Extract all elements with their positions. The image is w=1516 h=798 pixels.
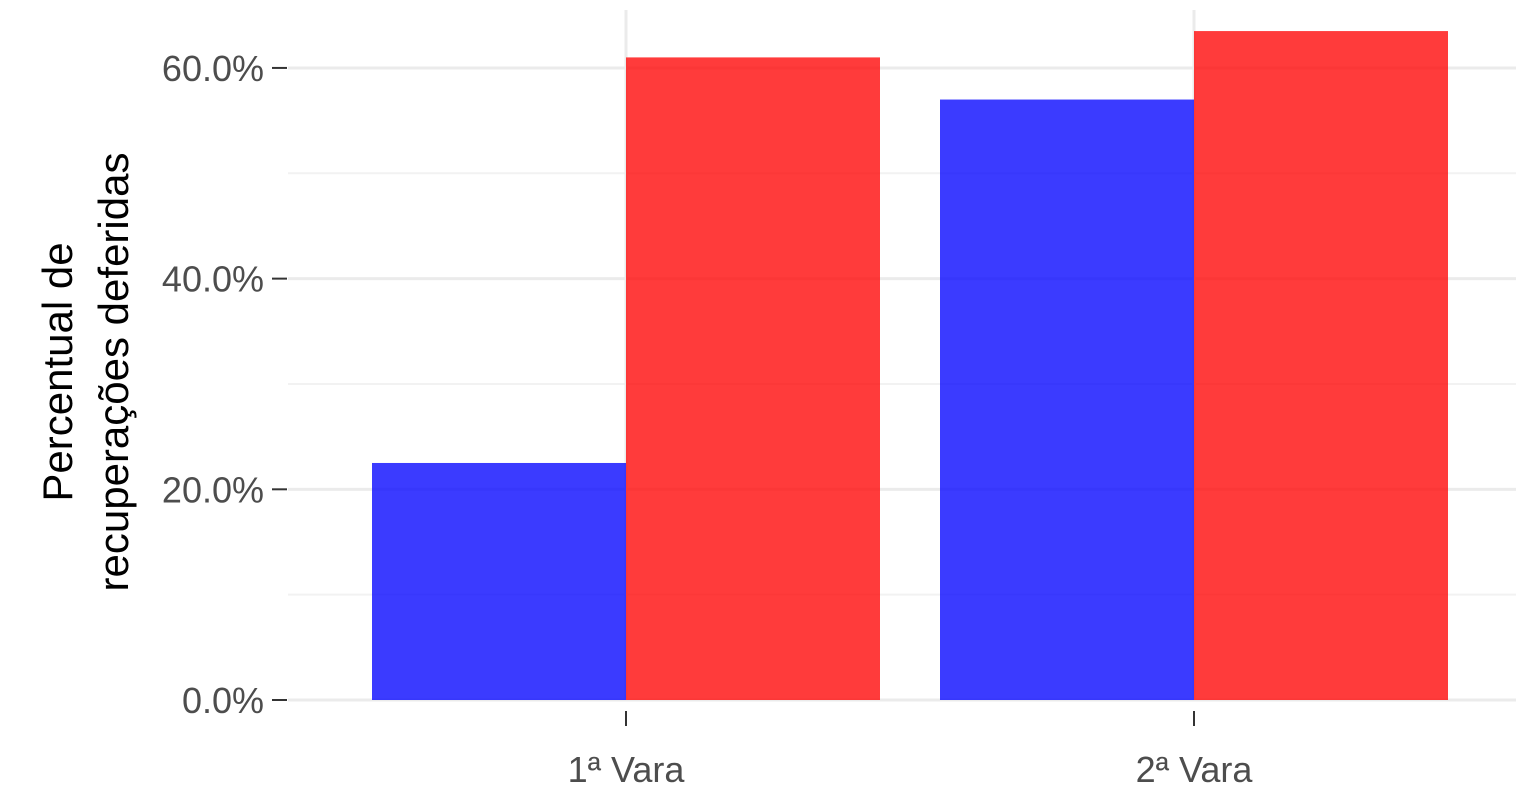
bars	[372, 31, 1448, 700]
y-tick-label: 0.0%	[182, 680, 264, 721]
y-axis-title-text: Percentual de recuperações deferidas	[34, 153, 137, 592]
y-tick-label: 40.0%	[162, 259, 264, 300]
y-axis-title: Percentual de recuperações deferidas	[34, 153, 137, 592]
bar-1-series-1	[372, 462, 626, 700]
axes: 0.0% 20.0% 40.0% 60.0% 1ª Vara 2ª Vara	[162, 48, 1253, 790]
x-tick-label: 1ª Vara	[568, 749, 686, 790]
bar-1-series-2	[626, 57, 880, 700]
y-axis-title-line: recuperações deferidas	[90, 153, 137, 592]
y-tick-label: 60.0%	[162, 48, 264, 89]
bar-2-series-1	[940, 99, 1194, 700]
bar-2-series-2	[1194, 31, 1448, 700]
x-tick-label: 2ª Vara	[1136, 749, 1254, 790]
y-tick-label: 20.0%	[162, 469, 264, 510]
y-axis-title-line: Percentual de	[34, 242, 81, 501]
